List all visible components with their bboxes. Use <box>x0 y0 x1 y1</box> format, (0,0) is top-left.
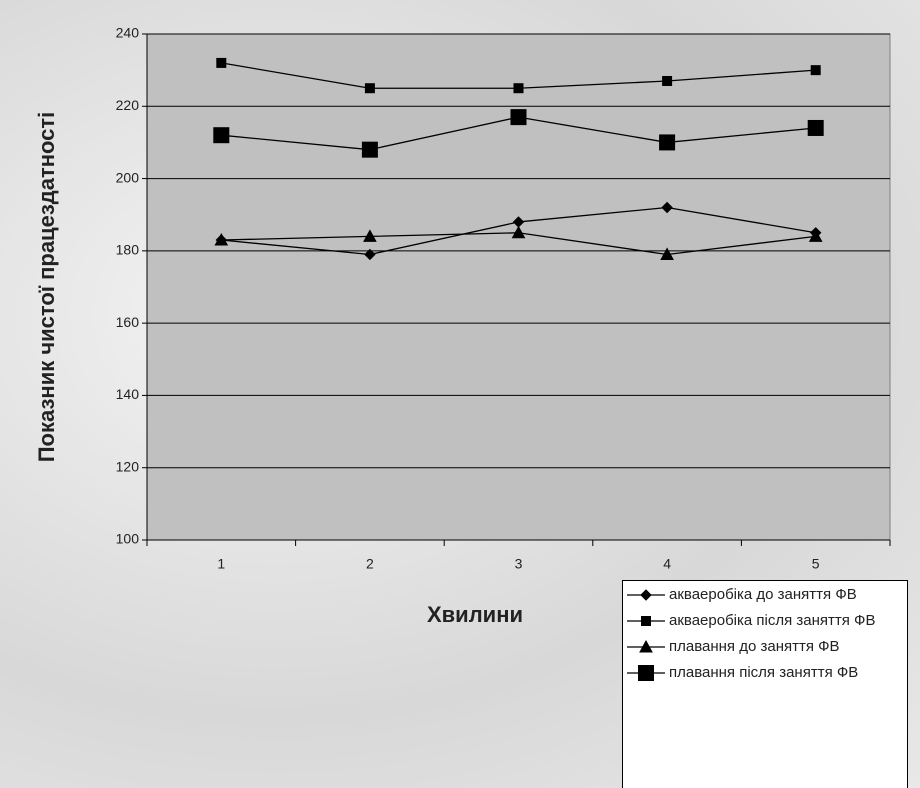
legend-label: акваеробіка після заняття ФВ <box>669 612 876 629</box>
marker <box>510 109 527 126</box>
legend-item: акваеробіка після заняття ФВ <box>623 611 907 631</box>
marker <box>810 65 821 76</box>
legend-label: акваеробіка до заняття ФВ <box>669 586 857 603</box>
legend-item: плавання після заняття ФВ <box>623 663 907 683</box>
y-tick-label: 140 <box>116 386 140 402</box>
x-tick-label: 3 <box>515 556 523 572</box>
legend: акваеробіка до заняття ФВ акваеробіка піс… <box>622 580 908 788</box>
legend-item: акваеробіка до заняття ФВ <box>623 585 907 605</box>
marker <box>660 247 674 260</box>
legend-label: плавання до заняття ФВ <box>669 638 840 655</box>
marker <box>216 57 227 68</box>
y-tick-label: 120 <box>116 458 140 474</box>
y-tick-label: 200 <box>116 169 140 185</box>
x-tick-label: 4 <box>663 556 671 572</box>
legend-label: плавання після заняття ФВ <box>669 664 859 681</box>
marker <box>364 248 376 261</box>
y-tick-label: 240 <box>116 25 140 41</box>
marker <box>638 665 654 681</box>
x-tick-label: 2 <box>366 556 374 572</box>
y-tick-label: 220 <box>116 97 140 113</box>
legend-marker <box>627 665 665 681</box>
marker <box>213 127 230 144</box>
y-tick-label: 180 <box>116 242 140 258</box>
marker <box>807 119 824 136</box>
y-tick-label: 100 <box>116 531 140 547</box>
marker <box>513 83 524 94</box>
marker <box>661 201 673 214</box>
marker <box>808 229 823 242</box>
marker <box>639 639 653 653</box>
marker <box>659 134 676 151</box>
x-tick-label: 5 <box>812 556 820 572</box>
legend-marker <box>627 589 665 601</box>
x-axis-label: Хвилини <box>427 602 523 627</box>
marker <box>640 589 652 601</box>
marker <box>361 141 378 158</box>
marker <box>364 83 375 94</box>
marker <box>214 232 229 246</box>
legend-marker <box>627 616 665 626</box>
x-tick-label: 1 <box>217 556 225 572</box>
legend-marker <box>627 639 665 653</box>
marker <box>662 75 673 86</box>
y-axis-label: Показник чистої працездатності <box>34 112 59 463</box>
legend-item: плавання до заняття ФВ <box>623 637 907 657</box>
marker <box>511 225 526 239</box>
y-tick-label: 160 <box>116 314 140 330</box>
marker <box>641 616 651 626</box>
marker <box>363 229 377 242</box>
